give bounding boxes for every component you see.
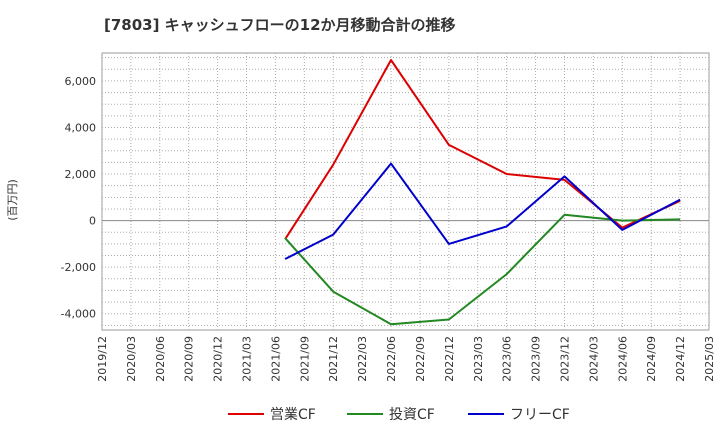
series-line xyxy=(284,162,681,260)
x-tick-label: 2021/03 xyxy=(241,336,254,382)
legend-label: 投資CF xyxy=(389,407,435,423)
y-tick-label: -2,000 xyxy=(61,261,96,274)
legend-label: フリーCF xyxy=(510,407,570,423)
x-tick-label: 2024/03 xyxy=(587,336,600,382)
y-tick-label: 6,000 xyxy=(65,75,97,88)
grid xyxy=(101,53,710,330)
x-tick-label: 2021/06 xyxy=(269,336,282,382)
x-tick-label: 2022/12 xyxy=(443,336,456,382)
x-tick-label: 2021/09 xyxy=(298,336,311,382)
y-tick-label: 0 xyxy=(89,215,96,228)
x-tick-label: 2019/12 xyxy=(96,336,109,382)
x-tick-label: 2024/06 xyxy=(616,336,629,382)
legend-label: 営業CF xyxy=(270,407,316,423)
y-tick-label: 2,000 xyxy=(65,168,97,181)
x-tick-label: 2023/06 xyxy=(501,336,514,382)
x-tick-label: 2024/09 xyxy=(645,336,658,382)
x-tick-label: 2024/12 xyxy=(674,336,687,382)
x-tick-label: 2022/06 xyxy=(385,336,398,382)
x-tick-label: 2025/03 xyxy=(703,336,716,382)
y-tick-label: 4,000 xyxy=(65,121,97,134)
x-tick-label: 2022/09 xyxy=(414,336,427,382)
x-tick-label: 2023/03 xyxy=(472,336,485,382)
x-tick-label: 2022/03 xyxy=(356,336,369,382)
x-axis-ticks: 2019/12 2020/03 2020/06 2020/09 2020/12 2021/… xyxy=(96,336,716,382)
x-tick-label: 2020/09 xyxy=(183,336,196,382)
x-tick-label: 2021/12 xyxy=(327,336,340,382)
x-tick-label: 2020/06 xyxy=(154,336,167,382)
x-tick-label: 2020/03 xyxy=(125,336,138,382)
chart-title: [7803] キャッシュフローの12か月移動合計の推移 xyxy=(104,16,456,34)
y-tick-label: -4,000 xyxy=(61,308,96,321)
plot-area xyxy=(101,52,710,331)
x-tick-label: 2023/09 xyxy=(530,336,543,382)
series-lines xyxy=(284,59,681,326)
y-axis-ticks: 6,000 4,000 2,000 0 -2,000 -4,000 xyxy=(61,75,96,321)
x-tick-label: 2020/12 xyxy=(212,336,225,382)
legend: 営業CF 投資CF フリーCF xyxy=(228,407,570,423)
y-axis-label: (百万円) xyxy=(6,179,19,221)
x-tick-label: 2023/12 xyxy=(558,336,571,382)
